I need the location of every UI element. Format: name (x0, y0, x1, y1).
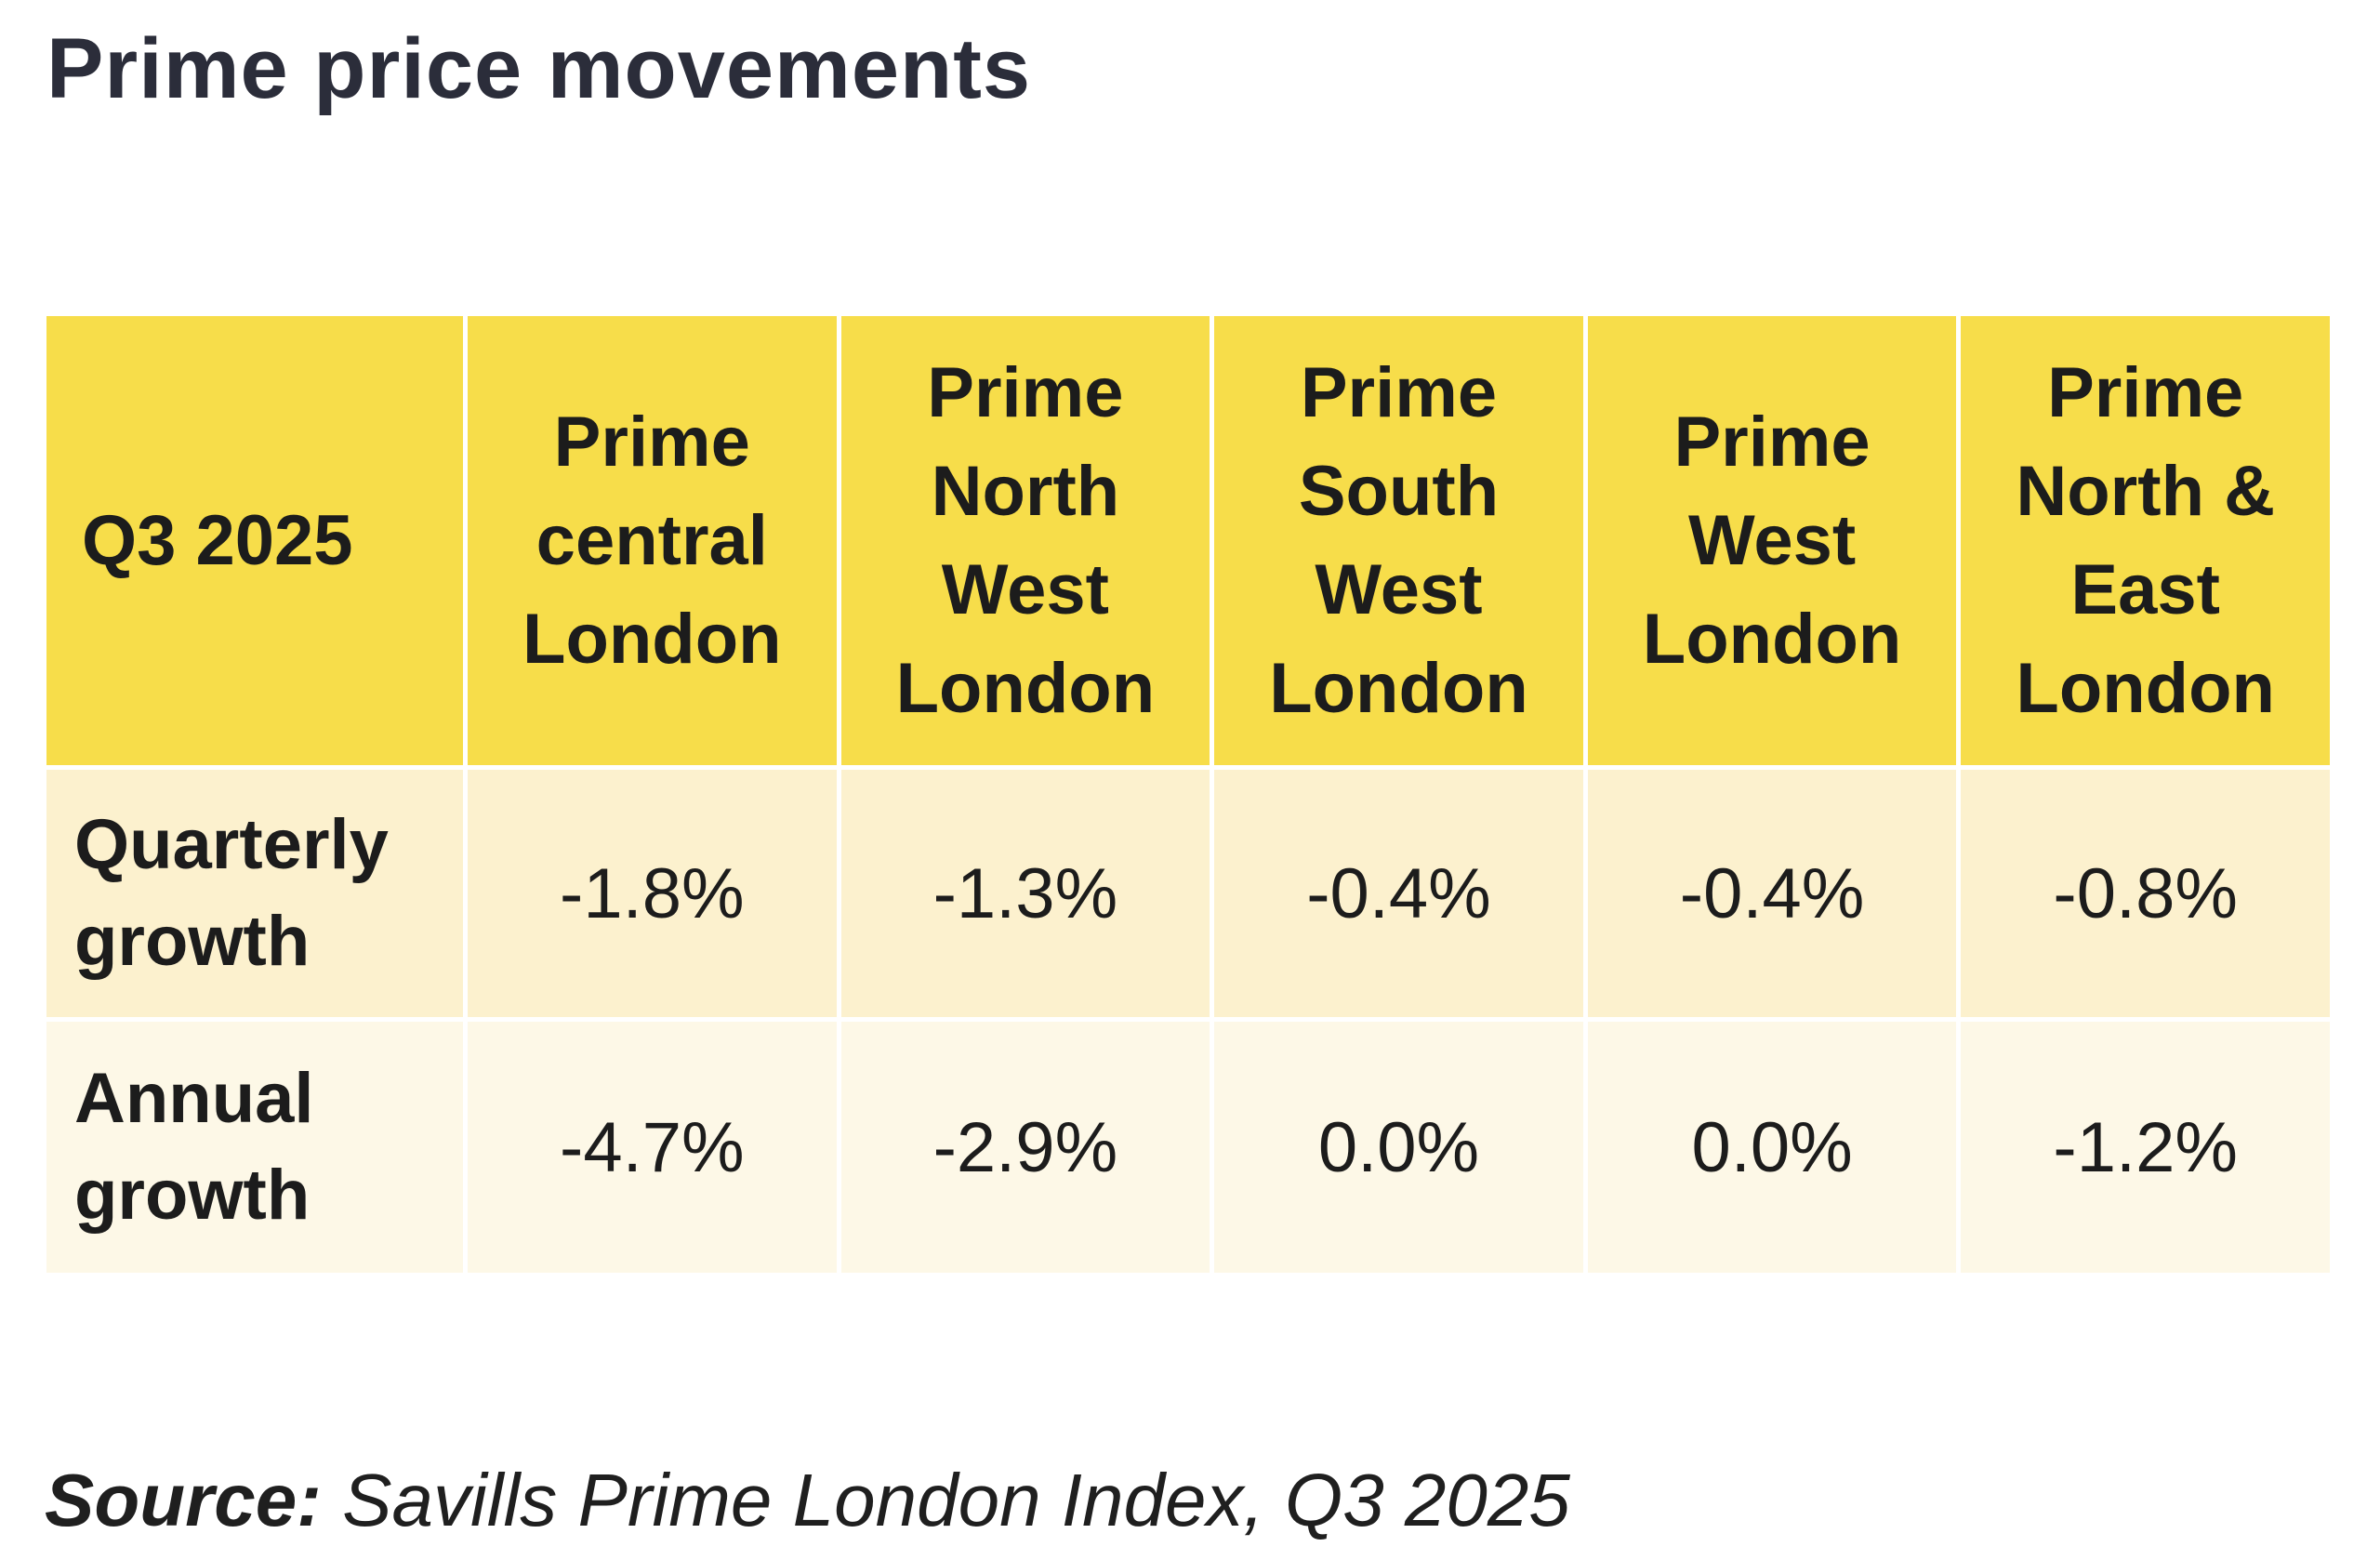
value-cell: 0.0% (1214, 1022, 1583, 1273)
table-corner-cell: Q3 2025 (46, 316, 463, 765)
value-cell: -0.4% (1587, 770, 1957, 1017)
column-header-label: Prime North & East London (2016, 352, 2275, 728)
column-header-label: Prime North West London (895, 352, 1156, 728)
page-title: Prime price movements (46, 21, 1032, 116)
value-cell: -2.9% (840, 1022, 1210, 1273)
period-label: Q3 2025 (82, 500, 353, 580)
price-movements-table: Q3 2025 Prime central London Prime North… (42, 311, 2334, 1277)
table-row-annual-growth: Annual growth -4.7% -2.9% 0.0% 0.0% -1.2… (46, 1022, 2330, 1273)
value-cell: -1.3% (840, 770, 1210, 1017)
table-header-row: Q3 2025 Prime central London Prime North… (46, 316, 2330, 765)
source-label: Source: (45, 1459, 322, 1541)
value-cell: -0.8% (1961, 770, 2330, 1017)
row-label: Annual growth (74, 1059, 314, 1235)
column-header-label: Prime central London (522, 402, 782, 679)
column-header-prime-south-west-london: Prime South West London (1214, 316, 1583, 765)
value-cell: -1.2% (1961, 1022, 2330, 1273)
column-header-prime-central-london: Prime central London (468, 316, 837, 765)
row-label-cell: Quarterly growth (46, 770, 463, 1017)
column-header-label: Prime West London (1642, 402, 1902, 679)
column-header-prime-north-west-london: Prime North West London (840, 316, 1210, 765)
source-note: Source: Savills Prime London Index, Q3 2… (45, 1458, 1570, 1543)
value-cell: -4.7% (468, 1022, 837, 1273)
value-cell: -1.8% (468, 770, 837, 1017)
value-cell: -0.4% (1214, 770, 1583, 1017)
value-cell: 0.0% (1587, 1022, 1957, 1273)
source-text: Savills Prime London Index, Q3 2025 (342, 1459, 1570, 1541)
row-label-cell: Annual growth (46, 1022, 463, 1273)
column-header-prime-west-london: Prime West London (1587, 316, 1957, 765)
column-header-label: Prime South West London (1269, 352, 1528, 728)
table-row-quarterly-growth: Quarterly growth -1.8% -1.3% -0.4% -0.4%… (46, 770, 2330, 1017)
column-header-prime-north-east-london: Prime North & East London (1961, 316, 2330, 765)
row-label: Quarterly growth (74, 805, 389, 981)
